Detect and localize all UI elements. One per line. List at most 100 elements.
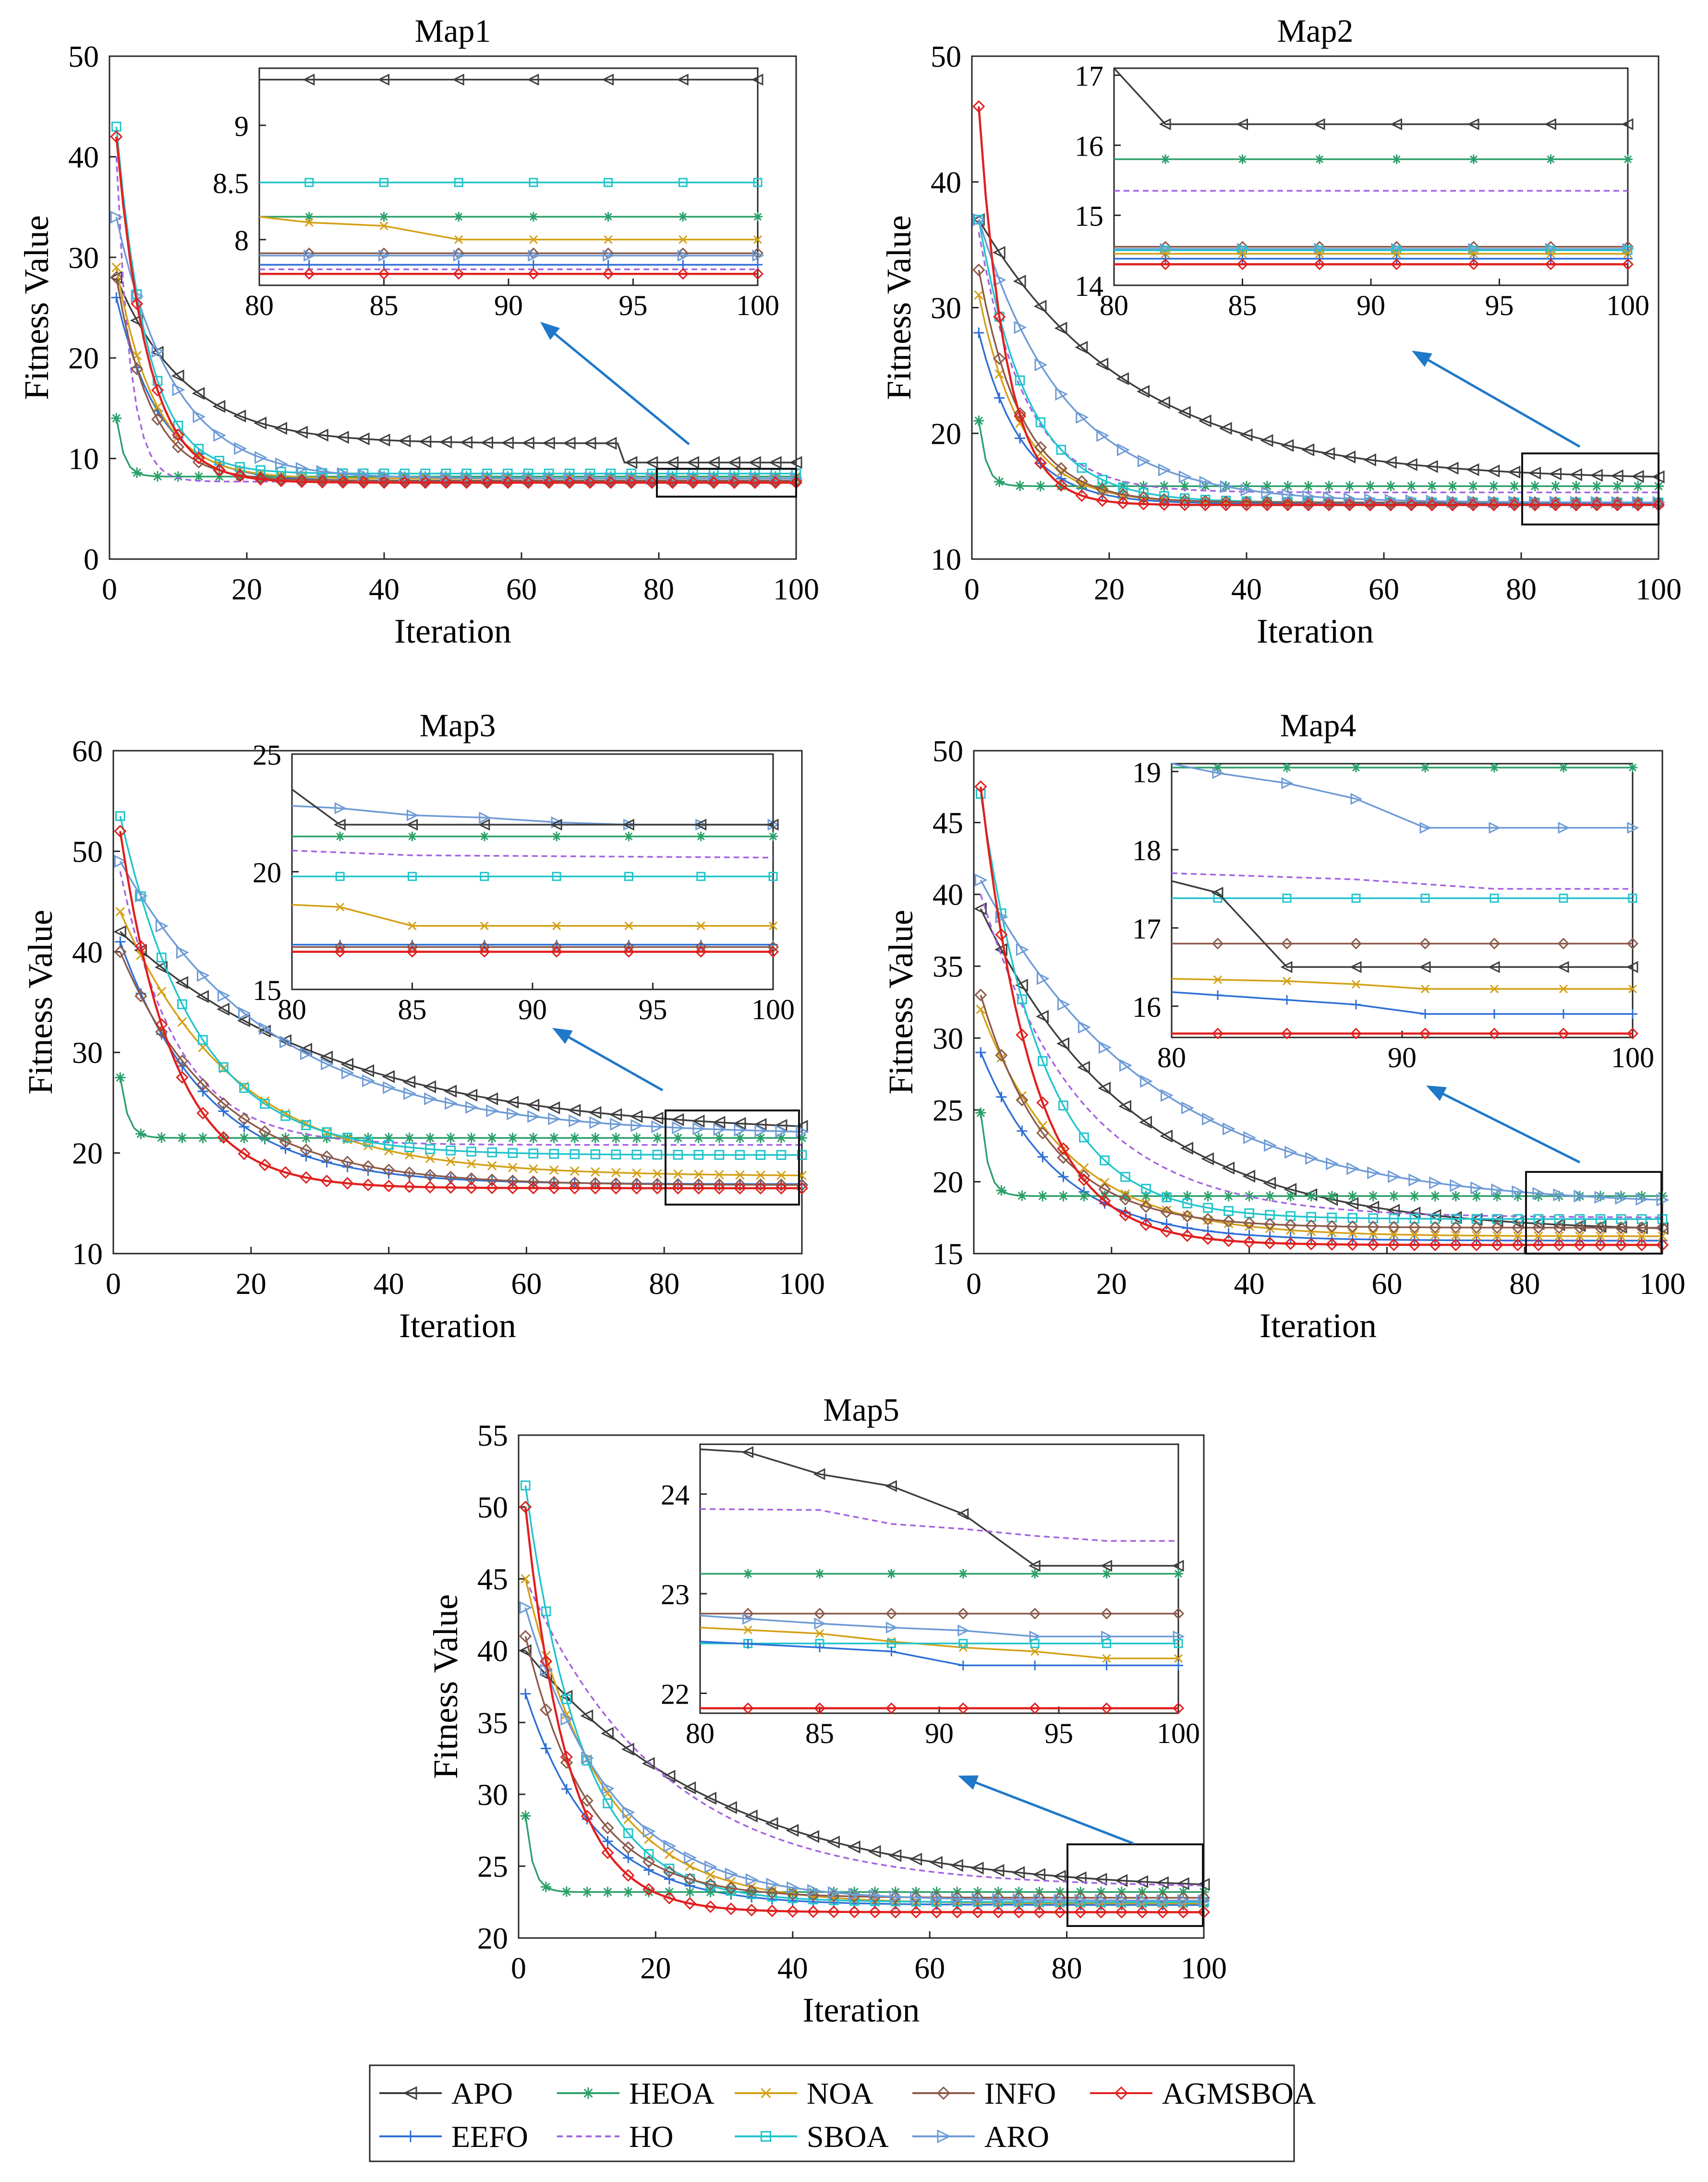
main-axis-ytick-label: 50 — [68, 39, 99, 73]
marker-noa — [1174, 1654, 1183, 1663]
marker-info — [155, 1025, 168, 1038]
marker-apo — [1263, 1177, 1276, 1190]
marker-heoa — [1365, 481, 1376, 492]
marker-apo — [1201, 1152, 1214, 1166]
marker-eefo — [1030, 1660, 1040, 1670]
chart-map3: 0 20 40 60 80 100 10 20 30 40 50 60 Map3 Iteration Fit… — [21, 707, 825, 1345]
main-axis-xtick-label: 80 — [1506, 572, 1537, 606]
marker-agmsboa — [733, 1182, 747, 1195]
marker-sboa — [604, 178, 613, 187]
main-axis-ytick-label: 60 — [72, 734, 103, 768]
marker-agmsboa — [1236, 258, 1248, 270]
marker-heoa — [1202, 1191, 1213, 1202]
marker-noa — [1392, 249, 1401, 258]
marker-info — [733, 1178, 747, 1191]
marker-info — [1284, 1219, 1297, 1231]
marker-apo — [741, 1446, 754, 1459]
marker-agmsboa — [406, 946, 418, 958]
marker-info — [1325, 1220, 1338, 1233]
marker-info — [995, 1049, 1008, 1062]
marker-apo — [885, 1480, 897, 1492]
marker-agmsboa — [1466, 499, 1480, 512]
marker-heoa — [734, 1133, 745, 1144]
marker-heoa — [1388, 1191, 1399, 1202]
marker-aro — [453, 249, 465, 262]
marker-apo — [1077, 1061, 1090, 1074]
marker-sboa — [363, 1136, 373, 1147]
marker-agmsboa — [972, 100, 985, 113]
marker-heoa — [507, 1133, 518, 1144]
marker-apo — [1012, 1866, 1025, 1879]
marker-sboa — [746, 1889, 757, 1899]
marker-eefo — [743, 1639, 753, 1649]
marker-eefo — [541, 1743, 552, 1754]
marker-apo — [1095, 357, 1109, 371]
marker-agmsboa — [378, 268, 390, 280]
marker-heoa — [379, 212, 389, 222]
marker-sboa — [664, 1864, 675, 1874]
series-noa — [259, 216, 763, 244]
marker-heoa — [1512, 1191, 1523, 1202]
marker-noa — [115, 907, 125, 916]
main-axis-ytick-label: 40 — [68, 140, 99, 174]
main-axis-xtick-label: 40 — [369, 572, 400, 606]
marker-noa — [1079, 1163, 1089, 1173]
marker-info — [398, 474, 412, 487]
marker-apo — [806, 1830, 820, 1843]
marker-heoa — [775, 1133, 787, 1144]
line-eefo — [524, 1693, 1204, 1906]
marker-agmsboa — [1387, 1238, 1400, 1251]
marker-apo — [1610, 469, 1623, 483]
marker-apo — [1139, 1116, 1152, 1129]
marker-heoa — [624, 831, 634, 841]
marker-sboa — [446, 1146, 456, 1156]
marker-heoa — [197, 1133, 208, 1144]
marker-heoa — [152, 471, 163, 482]
marker-noa — [1409, 1230, 1419, 1240]
marker-noa — [408, 921, 417, 930]
marker-sboa — [1056, 445, 1066, 455]
marker-info — [1343, 496, 1356, 509]
line-ho — [292, 850, 773, 859]
marker-heoa — [255, 471, 266, 482]
marker-apo — [1032, 1868, 1046, 1881]
main-axis-ytick-label: 25 — [933, 1093, 963, 1127]
marker-apo — [1177, 406, 1191, 419]
marker-eefo — [239, 1121, 250, 1132]
marker-sboa — [1420, 893, 1430, 903]
main-axis-xtick-label: 60 — [511, 1267, 542, 1301]
marker-info — [1322, 496, 1335, 509]
marker-aro — [399, 470, 412, 484]
legend-entry-eefo: EEFO — [379, 2120, 528, 2154]
marker-agmsboa — [1178, 498, 1191, 512]
marker-agmsboa — [1549, 499, 1562, 512]
marker-aro — [522, 472, 535, 485]
marker-info — [1181, 1209, 1194, 1223]
marker-heoa — [1015, 480, 1026, 491]
marker-info — [1240, 496, 1253, 509]
series-noa — [292, 902, 778, 930]
marker-aro — [1136, 1894, 1149, 1907]
marker-info — [807, 1889, 820, 1902]
marker-agmsboa — [622, 1869, 635, 1882]
marker-agmsboa — [1343, 499, 1356, 512]
marker-heoa — [404, 1133, 415, 1144]
marker-apo — [1281, 439, 1294, 452]
marker-info — [254, 471, 267, 484]
marker-aro — [445, 1097, 458, 1110]
marker-info — [775, 1178, 788, 1192]
marker-info — [382, 1163, 395, 1177]
marker-heoa — [1633, 481, 1644, 492]
marker-sboa — [480, 872, 489, 881]
marker-apo — [1313, 118, 1325, 131]
marker-heoa — [1529, 481, 1540, 492]
y-axis-label: Fitness Value — [882, 910, 920, 1095]
marker-aro — [995, 910, 1008, 924]
chart-map4: 0 20 40 60 80 100 15 20 25 30 35 40 45 50 Map4 Iteratio… — [882, 707, 1685, 1345]
marker-aro — [1096, 429, 1110, 442]
marker-apo — [1013, 275, 1026, 288]
marker-aro — [684, 1851, 697, 1865]
marker-info — [1211, 938, 1224, 950]
marker-agmsboa — [677, 268, 689, 280]
marker-aro — [258, 1022, 272, 1035]
